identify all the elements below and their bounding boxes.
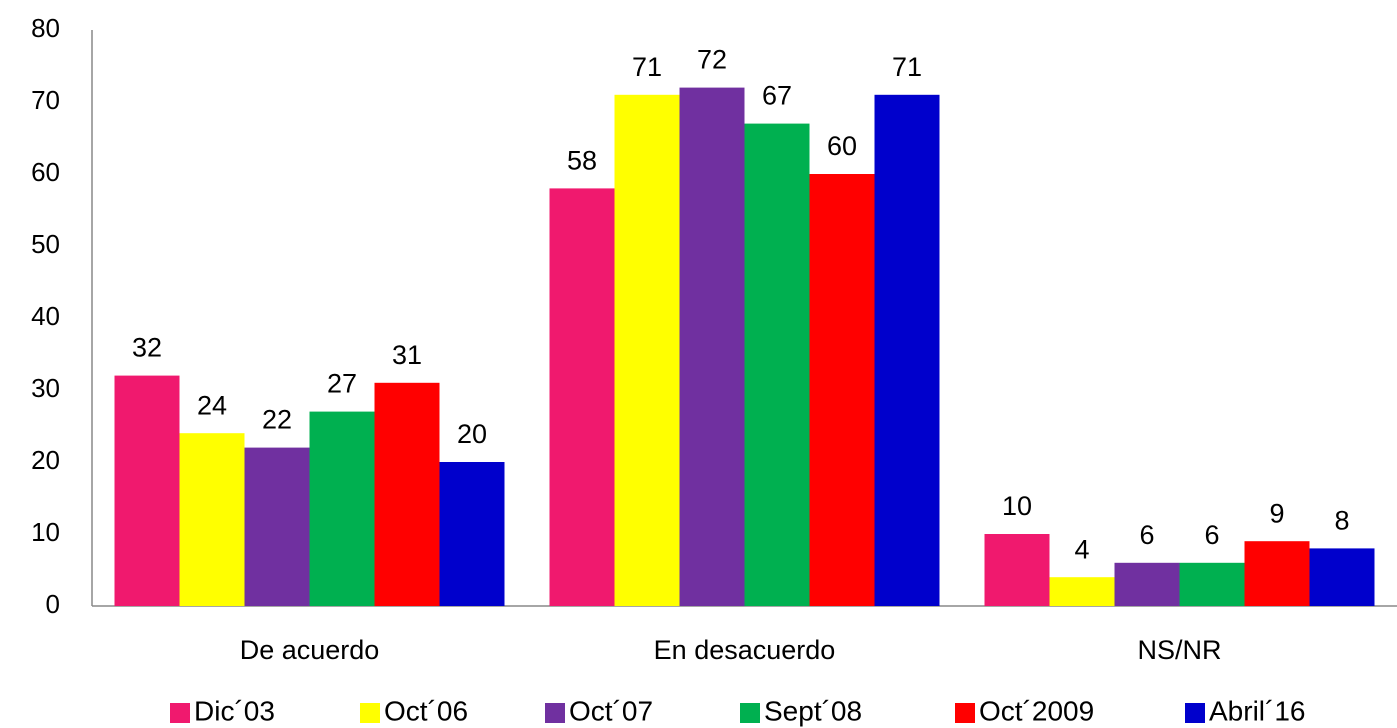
bar (615, 95, 680, 606)
value-label: 6 (1204, 520, 1219, 550)
value-label: 22 (262, 405, 292, 435)
y-tick-label: 20 (31, 445, 60, 475)
y-tick-label: 50 (31, 229, 60, 259)
page: {"chart_data": {"type": "bar", "categori… (0, 0, 1397, 728)
value-label: 8 (1334, 506, 1349, 536)
legend-swatch (740, 703, 760, 723)
bar (310, 412, 375, 606)
value-label: 67 (762, 81, 792, 111)
value-label: 31 (392, 340, 422, 370)
bar (1180, 563, 1245, 606)
legend-swatch (170, 703, 190, 723)
bar (875, 95, 940, 606)
bar (550, 188, 615, 606)
legend-swatch (545, 703, 565, 723)
value-label: 10 (1002, 491, 1032, 521)
value-label: 9 (1269, 498, 1284, 528)
y-tick-label: 40 (31, 301, 60, 331)
value-label: 4 (1074, 534, 1089, 564)
legend-label: Dic´03 (194, 695, 275, 726)
bar (115, 376, 180, 606)
bar (1115, 563, 1180, 606)
legend-label: Oct´2009 (979, 695, 1094, 726)
value-label: 58 (567, 146, 597, 176)
y-tick-label: 70 (31, 85, 60, 115)
bar (375, 383, 440, 606)
bar (1245, 541, 1310, 606)
chart: 0 10 20 30 40 50 60 70 80 De acuerdo 32 24 22 27 31 20 E… (0, 0, 1397, 728)
bar (745, 124, 810, 606)
legend-label: Oct´07 (569, 695, 653, 726)
x-tick-label: NS/NR (1137, 635, 1221, 665)
value-label: 60 (827, 131, 857, 161)
legend-swatch (1185, 703, 1205, 723)
value-label: 71 (892, 52, 922, 82)
x-tick-label: De acuerdo (240, 635, 380, 665)
value-label: 72 (697, 45, 727, 75)
value-label: 24 (197, 390, 227, 420)
bar (440, 462, 505, 606)
bar (1050, 577, 1115, 606)
value-label: 32 (132, 333, 162, 363)
bar (1310, 548, 1375, 606)
bar (180, 433, 245, 606)
value-label: 6 (1139, 520, 1154, 550)
bar (810, 174, 875, 606)
legend-label: Sept´08 (764, 695, 862, 726)
bar (985, 534, 1050, 606)
bar (680, 88, 745, 606)
y-tick-label: 0 (46, 589, 60, 619)
y-tick-label: 10 (31, 517, 60, 547)
x-tick-label: En desacuerdo (654, 635, 836, 665)
y-tick-label: 30 (31, 373, 60, 403)
value-label: 20 (457, 419, 487, 449)
y-tick-label: 80 (31, 13, 60, 43)
legend-swatch (360, 703, 380, 723)
bar (245, 448, 310, 606)
legend-label: Oct´06 (384, 695, 468, 726)
value-label: 71 (632, 52, 662, 82)
y-tick-label: 60 (31, 157, 60, 187)
legend-swatch (955, 703, 975, 723)
value-label: 27 (327, 369, 357, 399)
legend-label: Abril´16 (1209, 695, 1305, 726)
